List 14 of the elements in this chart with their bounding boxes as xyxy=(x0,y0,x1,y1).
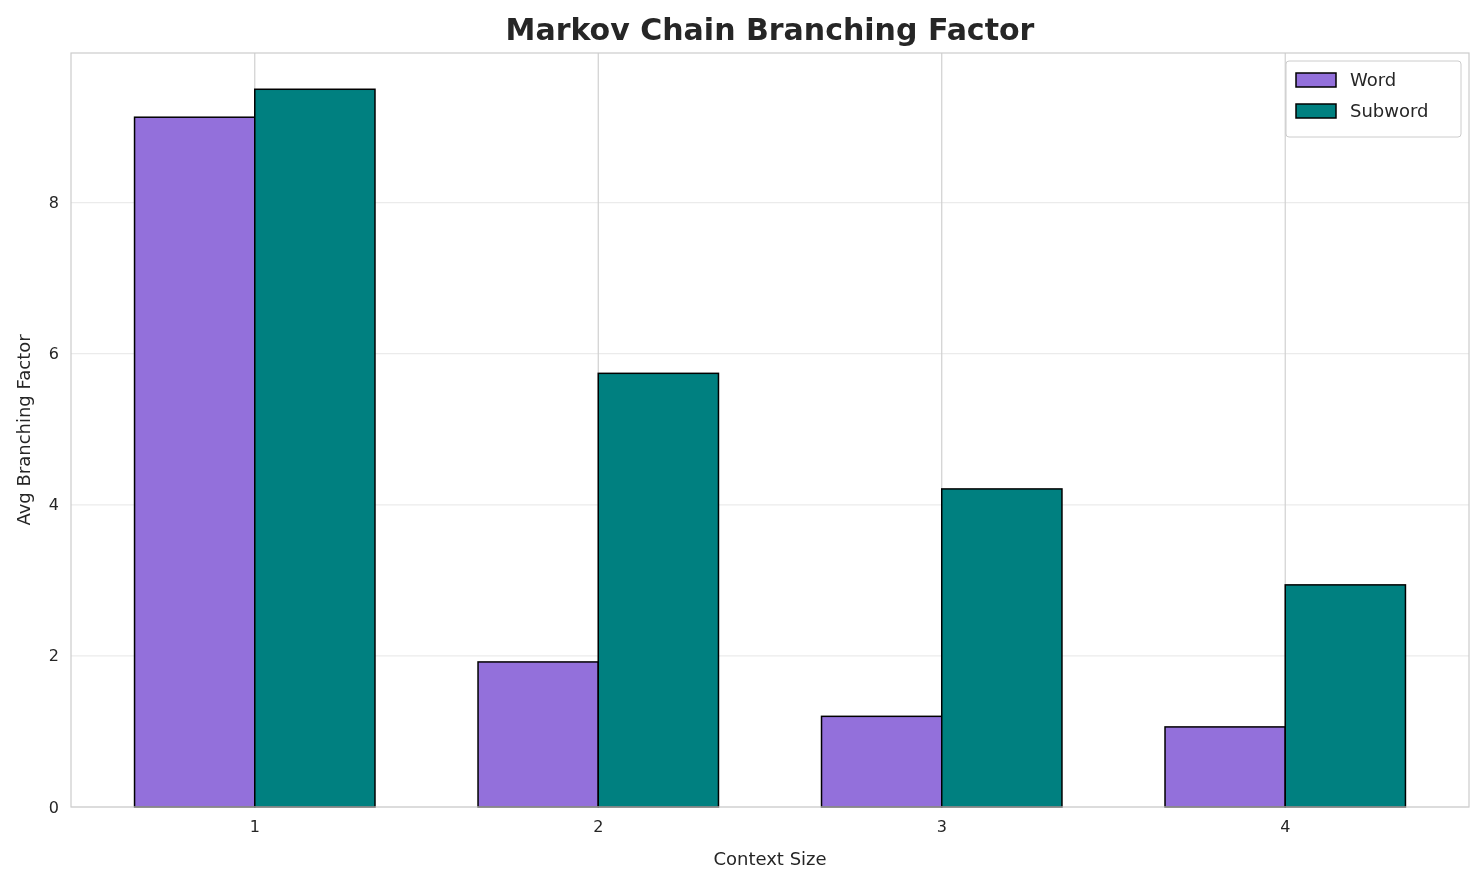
y-tick-label: 4 xyxy=(48,495,59,515)
legend-label: Word xyxy=(1350,69,1397,91)
chart-title: Markov Chain Branching Factor xyxy=(505,12,1035,47)
x-tick-label: 4 xyxy=(1280,817,1291,836)
y-tick-label: 8 xyxy=(48,193,59,213)
y-tick-label: 2 xyxy=(48,646,59,666)
x-tick-label: 3 xyxy=(936,817,947,836)
x-axis-title: Context Size xyxy=(713,848,827,869)
legend-label: Subword xyxy=(1350,100,1429,122)
x-tick-label: 1 xyxy=(249,817,260,836)
y-axis-title: Avg Branching Factor xyxy=(13,333,34,526)
y-tick-label: 6 xyxy=(48,344,59,364)
x-tick-label: 2 xyxy=(593,817,604,836)
y-tick-label: 0 xyxy=(48,797,59,817)
